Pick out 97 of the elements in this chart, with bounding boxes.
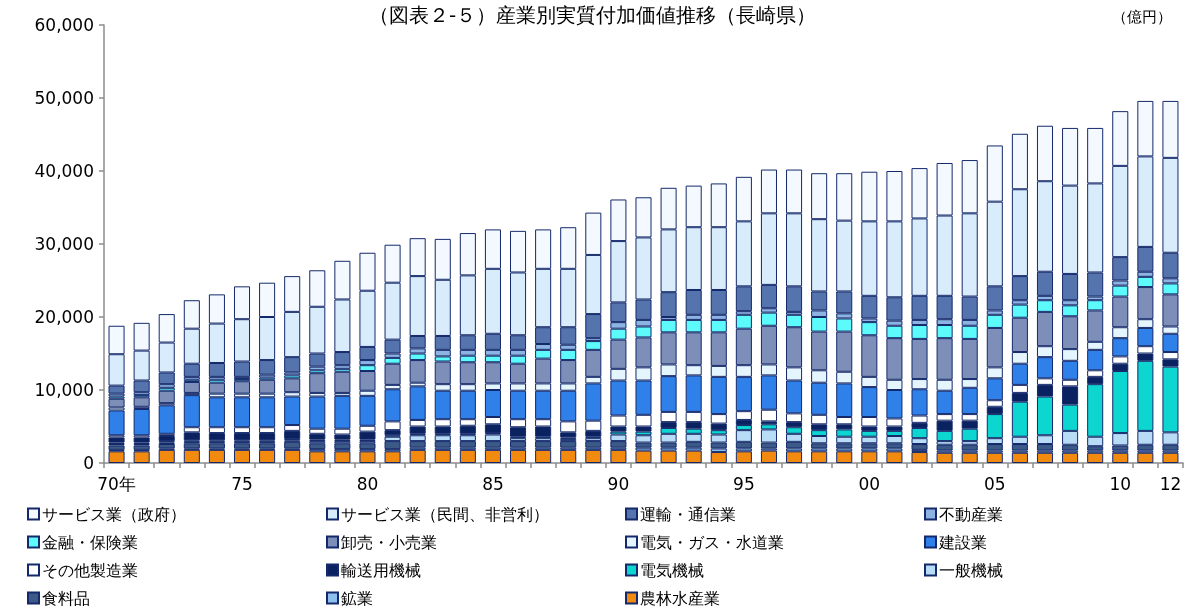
bar [459,449,476,463]
legend-label: 電気・ガス・水道業 [640,532,784,552]
bar [108,437,125,443]
bar [735,451,752,463]
legend-label: 農林水産業 [640,588,720,608]
bar [334,443,351,450]
bar [384,441,401,450]
bar [183,381,200,393]
legend-label: 鉱業 [341,588,373,608]
bar [635,450,652,463]
bar [786,451,803,463]
x-tick-label: 05 [983,473,1006,494]
bar [108,398,125,408]
legend-label: 運輸・通信業 [640,504,736,524]
legend-label: サービス業（民間、非営利） [341,504,549,524]
bar [183,395,200,428]
bar [936,444,953,451]
bar [1137,452,1154,463]
bar [359,451,376,463]
bar [911,452,928,463]
x-tick-label: 12 [1159,473,1182,494]
x-tick-label: 70年 [97,473,136,494]
legend-label: 不動産業 [939,504,1003,524]
bar [560,449,577,463]
bar [1162,452,1179,463]
x-tick-label: 80 [356,473,379,494]
bar [158,435,175,442]
bar [1036,452,1054,463]
bar [309,373,326,393]
bar [409,449,426,463]
bar [309,443,326,450]
bar [836,451,853,463]
y-tick-label: 60,000 [34,15,94,35]
legend-label: その他製造業 [42,560,138,580]
legend-label: 一般機械 [939,560,1003,580]
bar [133,437,150,443]
bar [133,397,150,407]
legend-label: 電気機械 [640,560,704,580]
bar [986,452,1003,463]
bar [108,410,125,436]
bar [535,449,552,463]
bar [936,452,953,463]
x-tick-label: 85 [482,473,504,494]
bar [434,449,451,463]
legend-label: サービス業（政府） [42,504,186,524]
bar [861,451,878,463]
x-tick-label: 10 [1109,473,1132,494]
bar [384,451,401,463]
bar [510,441,527,448]
y-tick-label: 20,000 [34,307,94,327]
bar [685,450,702,463]
y-tick-label: 40,000 [34,161,94,181]
y-tick-label: 50,000 [34,88,94,108]
bar [158,405,175,434]
x-tick-label: 90 [607,473,630,494]
bar [760,450,777,463]
bar [259,379,276,394]
bar [334,451,351,463]
x-tick-label: 75 [231,473,253,494]
bar [660,450,677,463]
bar [484,449,501,463]
bar [585,449,602,463]
y-tick-label: 10,000 [34,380,94,400]
legend-label: 金融・保険業 [42,532,138,552]
bar [535,441,552,448]
bar [359,443,376,450]
bar [233,381,251,394]
y-tick-label: 0 [83,453,94,473]
chart-title: （図表２-５）産業別実質付加価値推移（長崎県） [368,3,817,27]
x-tick-label: 00 [858,473,881,494]
bar [961,444,978,451]
bar [1087,452,1104,463]
bar [610,449,627,463]
legend-label: 食料品 [42,588,90,608]
bar [208,382,225,394]
bar [334,371,351,393]
y-tick-label: 30,000 [34,234,94,254]
bar [886,451,903,463]
bar [284,378,301,393]
bar [1062,452,1079,463]
bar [585,441,602,448]
legend-label: 輸送用機械 [341,560,421,580]
legend-label: 卸売・小売業 [341,532,437,552]
x-tick-label: 95 [733,473,755,494]
y-axis-title: （億円） [1112,7,1172,26]
bar [710,452,727,463]
bar [510,449,527,463]
bar [309,451,326,463]
bar [560,441,577,448]
bar [1011,452,1028,463]
bar [961,452,978,463]
bar [158,390,175,404]
legend-label: 建設業 [938,532,987,552]
bar [1112,452,1129,463]
bar [811,451,828,463]
bar [133,408,150,436]
bar [309,433,326,440]
